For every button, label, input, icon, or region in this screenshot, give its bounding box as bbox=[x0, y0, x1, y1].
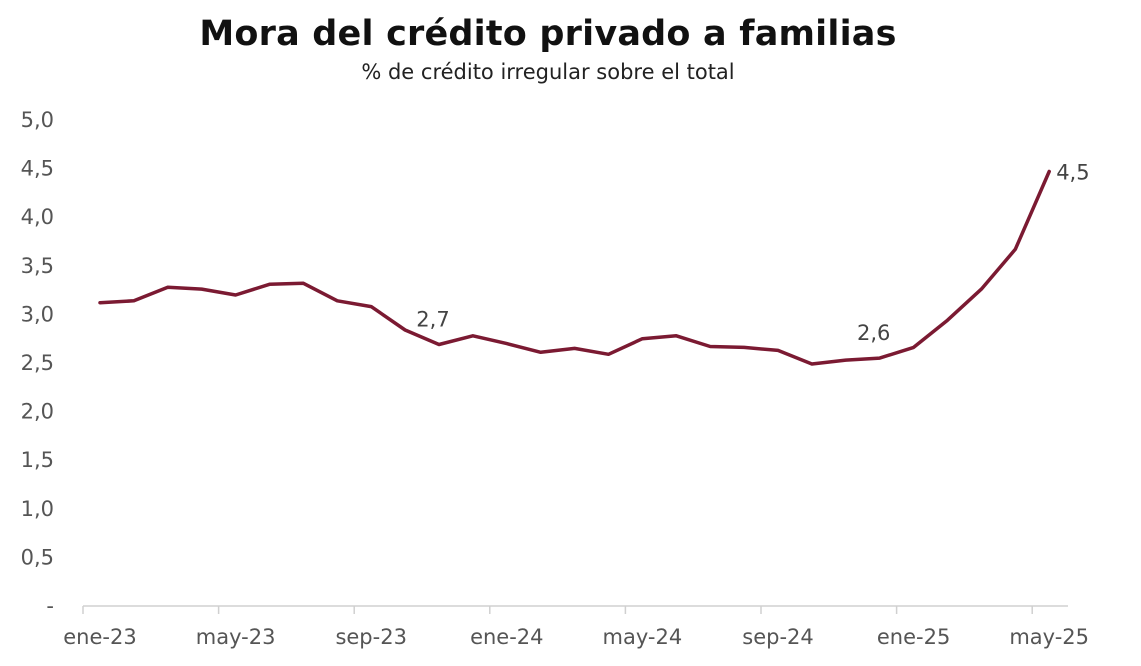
series-line-mora bbox=[98, 169, 1051, 366]
x-tick-label: sep-24 bbox=[742, 625, 814, 649]
y-tick-label: 5,0 bbox=[21, 108, 54, 132]
y-tick-label: 0,5 bbox=[21, 545, 54, 569]
y-tick-label: 1,5 bbox=[21, 448, 54, 472]
y-tick-label: - bbox=[46, 594, 54, 618]
series-group bbox=[98, 169, 1051, 366]
x-tick-label: may-23 bbox=[196, 625, 276, 649]
x-tick-label: sep-23 bbox=[335, 625, 407, 649]
data-labels: 2,7 2,6 4,5 bbox=[416, 161, 1089, 346]
y-axis-ticks: - 0,5 1,0 1,5 2,0 2,5 3,0 3,5 4,0 4,5 5,0 bbox=[21, 108, 54, 618]
data-label: 4,5 bbox=[1056, 161, 1089, 185]
x-tick-label: ene-24 bbox=[470, 625, 543, 649]
x-tick-label: ene-23 bbox=[63, 625, 136, 649]
chart-title: Mora del crédito privado a familias bbox=[199, 14, 897, 54]
y-tick-label: 2,0 bbox=[21, 400, 54, 424]
x-tick-label: may-25 bbox=[1009, 625, 1089, 649]
chart-subtitle: % de crédito irregular sobre el total bbox=[361, 60, 735, 84]
y-tick-label: 1,0 bbox=[21, 497, 54, 521]
y-tick-label: 2,5 bbox=[21, 351, 54, 375]
x-tick-label: may-24 bbox=[603, 625, 683, 649]
data-label: 2,7 bbox=[416, 308, 449, 332]
y-tick-label: 4,0 bbox=[21, 205, 54, 229]
y-tick-label: 3,5 bbox=[21, 254, 54, 278]
x-tick-label: ene-25 bbox=[877, 625, 950, 649]
x-axis-ticks: ene-23 may-23 sep-23 ene-24 may-24 sep-24 ene-… bbox=[63, 606, 1089, 649]
y-tick-label: 3,0 bbox=[21, 302, 54, 326]
y-tick-label: 4,5 bbox=[21, 157, 54, 181]
data-label: 2,6 bbox=[857, 321, 890, 345]
